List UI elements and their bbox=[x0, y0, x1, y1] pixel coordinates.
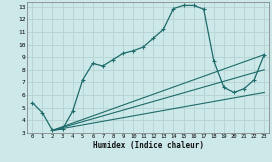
X-axis label: Humidex (Indice chaleur): Humidex (Indice chaleur) bbox=[93, 141, 204, 150]
